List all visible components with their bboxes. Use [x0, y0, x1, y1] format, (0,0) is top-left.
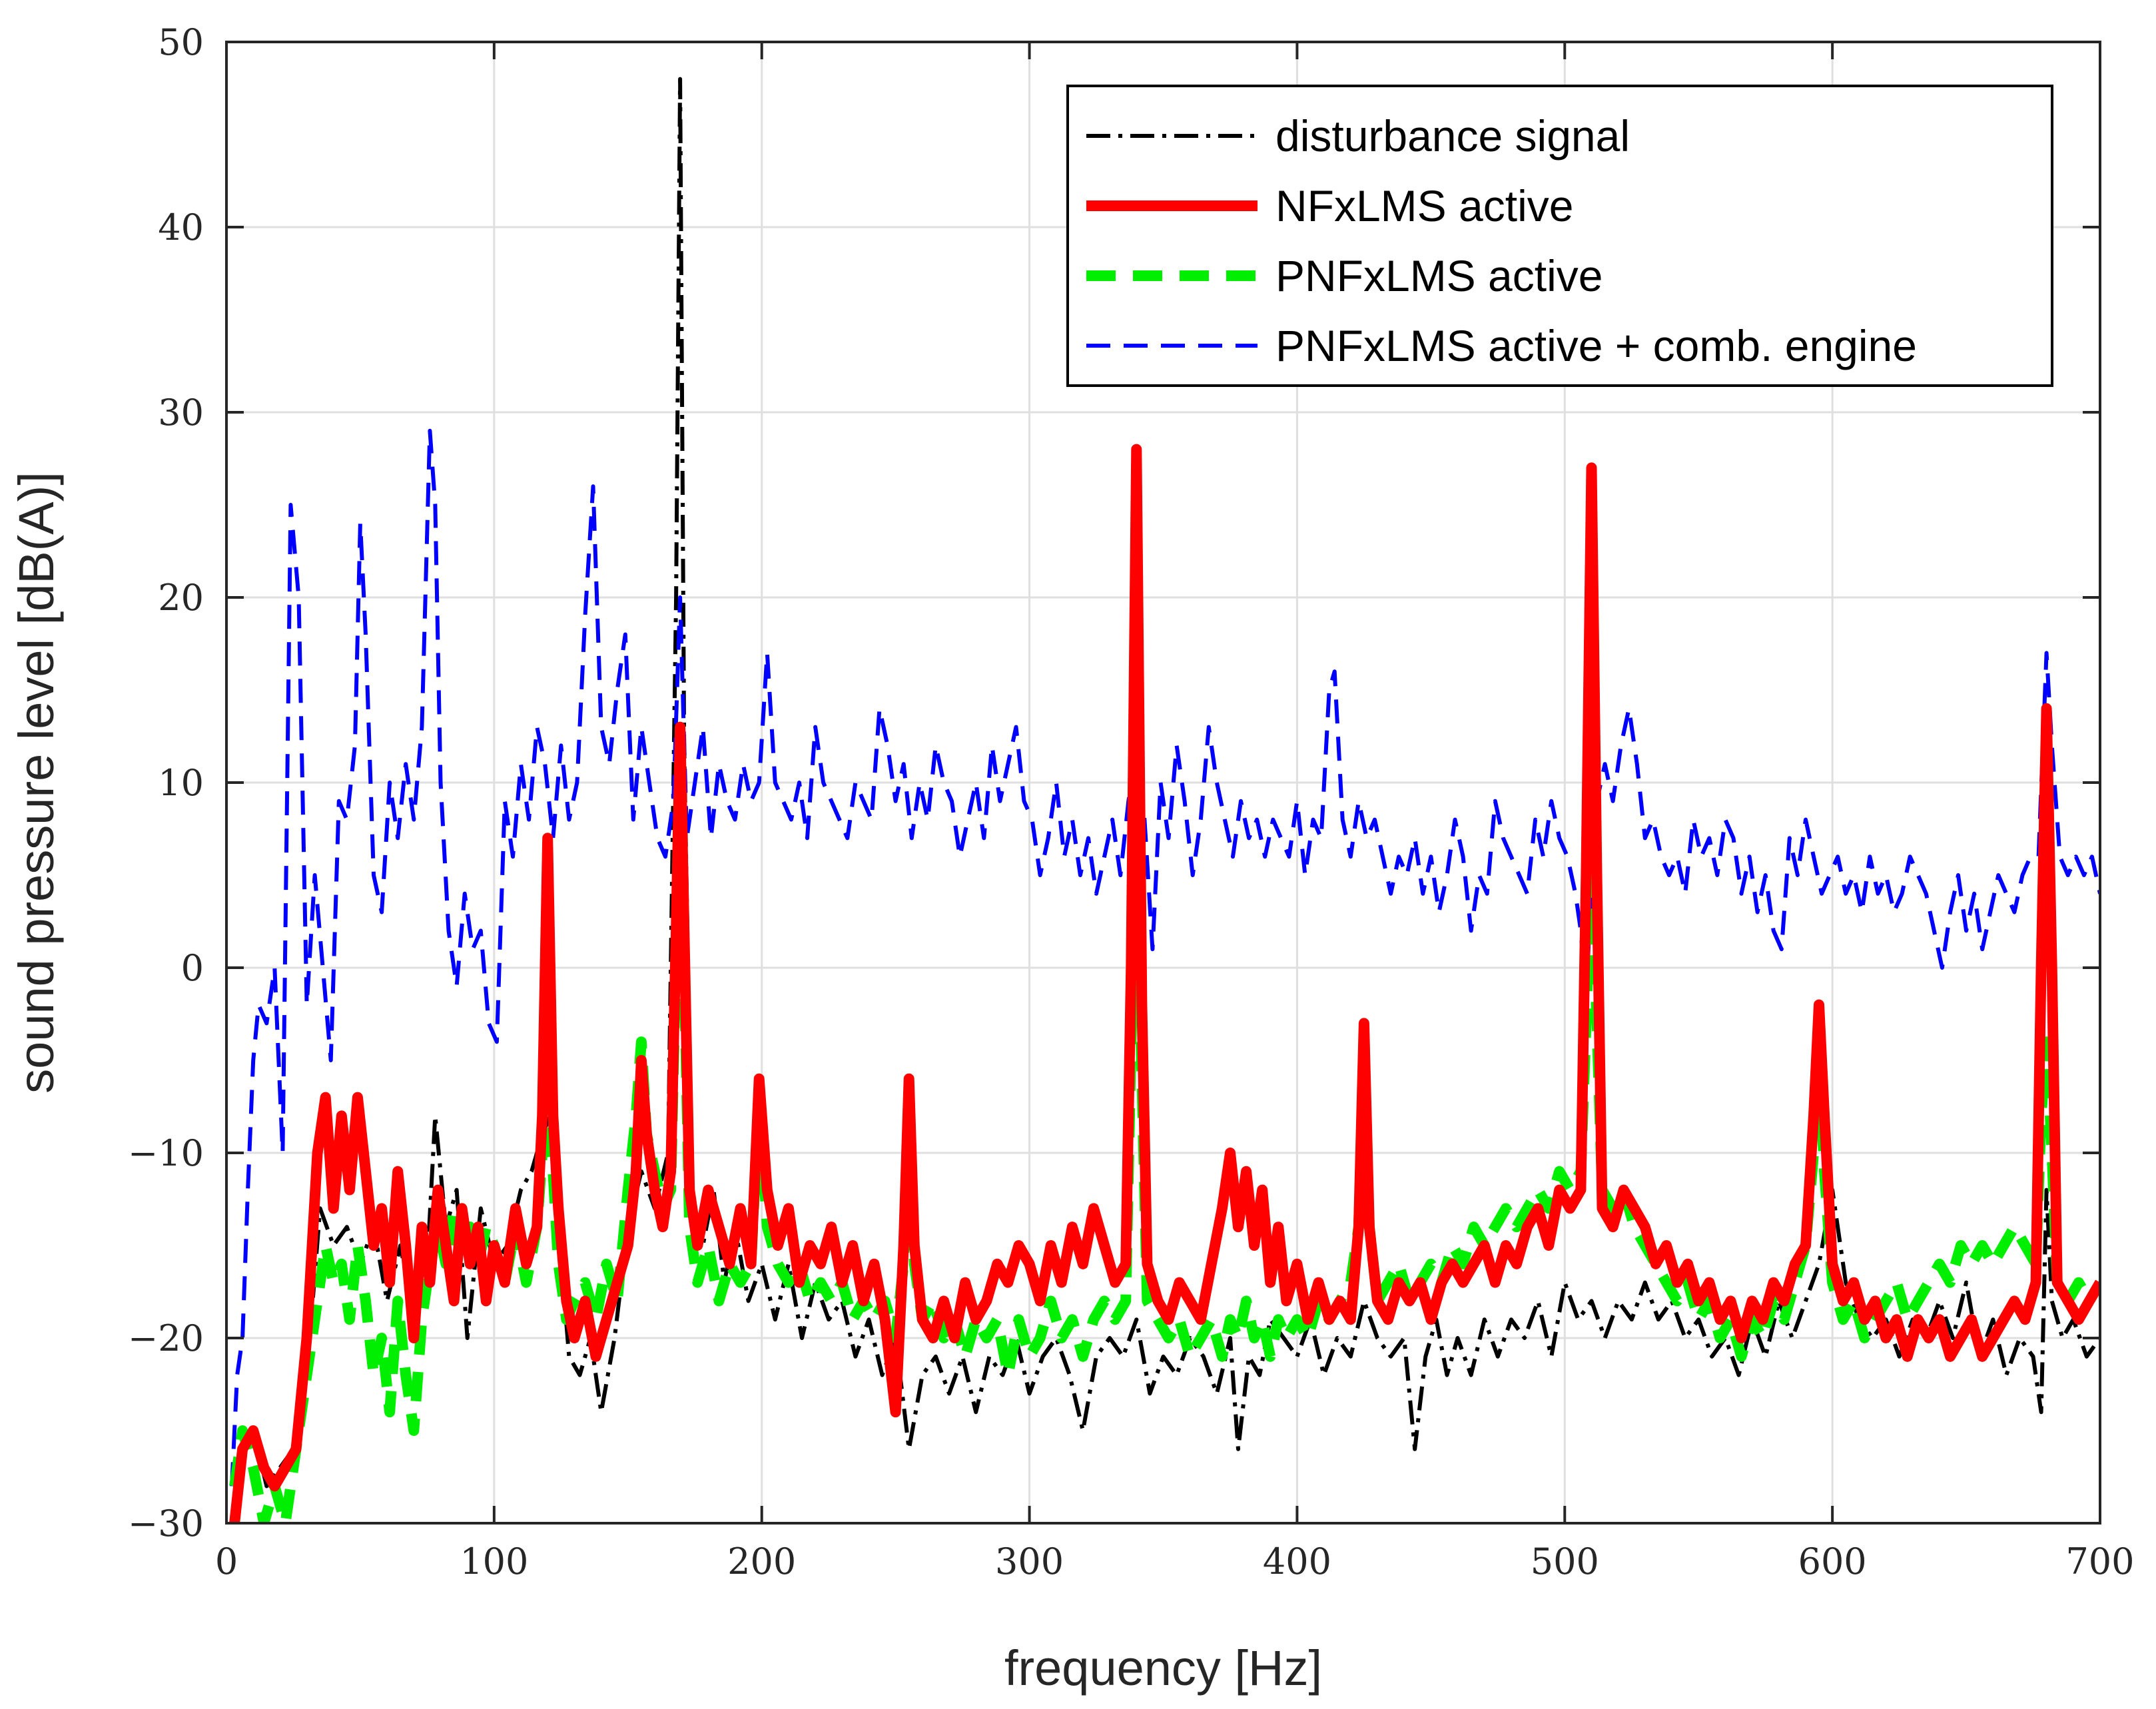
y-tick-label: 40 [158, 206, 204, 248]
legend-label: PNFxLMS active + comb. engine [1275, 321, 1917, 370]
x-tick-label: 400 [1263, 1540, 1331, 1582]
y-tick-label: −20 [128, 1317, 204, 1359]
y-tick-label: 0 [181, 947, 204, 989]
y-tick-label: 20 [158, 577, 204, 619]
legend: disturbance signal NFxLMS active PNFxLMS a… [1066, 85, 2053, 387]
x-tick-label: 500 [1531, 1540, 1599, 1582]
legend-entries: disturbance signal NFxLMS active PNFxLMS a… [1086, 111, 1917, 370]
series-layer [229, 77, 2100, 1523]
y-tick-label: 50 [158, 21, 204, 63]
y-tick-label: −30 [128, 1503, 204, 1544]
x-tick-label: 200 [727, 1540, 796, 1582]
ticks [225, 41, 2101, 1525]
legend-label: NFxLMS active [1275, 181, 1573, 230]
x-tick-label: 700 [2065, 1540, 2134, 1582]
x-tick-label: 0 [215, 1540, 238, 1582]
y-tick-label: −10 [128, 1132, 204, 1174]
y-tick-label: 30 [158, 392, 204, 434]
x-tick-label: 300 [995, 1540, 1064, 1582]
x-tick-label: 100 [460, 1540, 528, 1582]
legend-label: disturbance signal [1275, 111, 1630, 161]
series-line-pnfxlms-active-comb-engine [230, 428, 2100, 1487]
x-tick-label: 600 [1798, 1540, 1867, 1582]
y-tick-label: 10 [158, 762, 204, 804]
y-axis-label: sound pressure level [dB(A)] [9, 472, 64, 1094]
series-line-disturbance-signal [232, 77, 2100, 1523]
legend-label: PNFxLMS active [1275, 251, 1603, 300]
x-axis-label: frequency [Hz] [1004, 1640, 1322, 1696]
series-line-nfxlms-active [229, 444, 2100, 1523]
tick-labels: 0 100 200 300 400 500 600 700 −30 −20 −10 0 10 20 30 40… [128, 21, 2135, 1582]
